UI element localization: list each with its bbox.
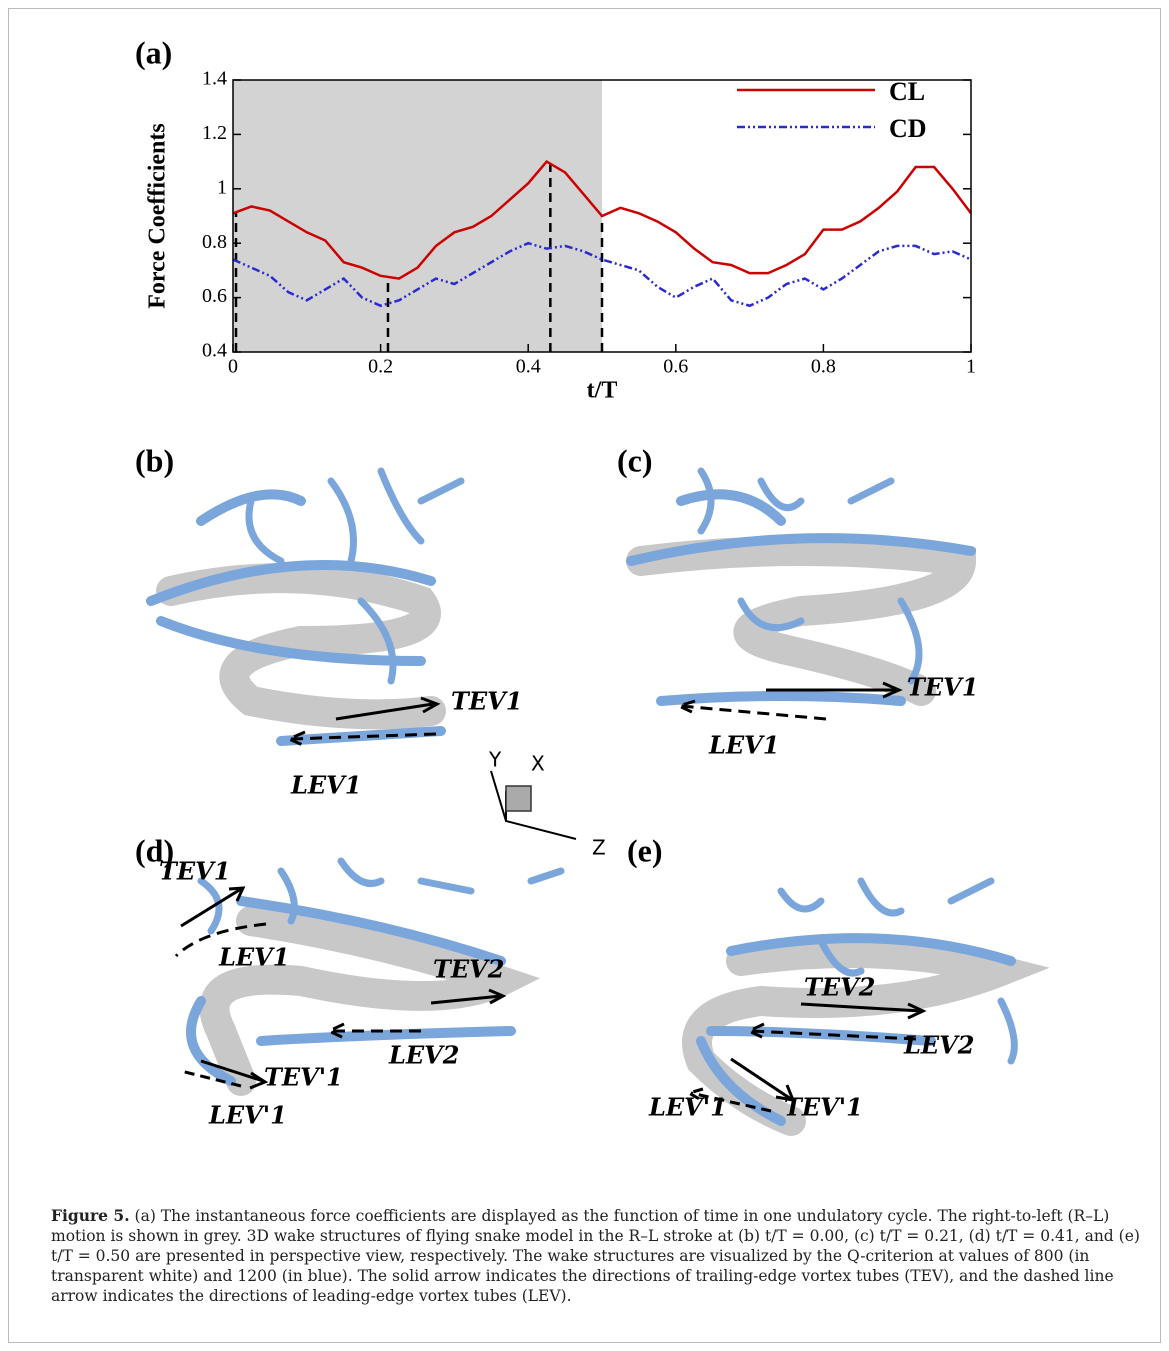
caption-label: Figure 5. [51, 1206, 130, 1225]
figure: (b) (c) (d) (e) TEV1 LEV1 TEV1 LEV1 TEV1… [8, 8, 1161, 1343]
y-tick-label: 0.6 [202, 285, 227, 307]
x-tick-label: 0.4 [516, 356, 541, 378]
annotation: LEV'1 [208, 1101, 287, 1130]
annotation: TEV1 [451, 687, 522, 716]
x-tick-label: 1 [966, 356, 976, 378]
arrows [174, 681, 927, 1113]
x-tick-label: 0.8 [811, 356, 836, 378]
panel-label: (b) [135, 442, 174, 478]
panel-label: (a) [135, 34, 172, 70]
y-tick-label: 1.2 [202, 122, 227, 144]
legend-label: CL [889, 77, 925, 106]
annotation: LEV1 [290, 771, 362, 800]
annotation: TEV1 [159, 857, 230, 886]
x-tick-label: 0.6 [663, 356, 688, 378]
panel-b-illustration [146, 467, 465, 746]
annotation: LEV2 [388, 1041, 460, 1070]
x-axis-label: t/T [587, 378, 618, 404]
y-axis-label: Force Coefficients [145, 123, 171, 308]
annotation: TEV2 [804, 973, 875, 1002]
y-tick-label: 0.4 [202, 340, 227, 362]
panel-label: (e) [627, 832, 663, 868]
panel-label: (d) [135, 832, 174, 868]
annotation: TEV'1 [264, 1063, 343, 1092]
caption: Figure 5. (a) The instantaneous force co… [51, 1206, 1141, 1306]
series-line [232, 159, 972, 280]
y-tick-label: 0.8 [202, 231, 227, 253]
series-line [232, 241, 972, 308]
caption-text: (a) The instantaneous force coefficients… [51, 1207, 1140, 1305]
triad-label: X [531, 752, 545, 776]
annotation: TEV2 [433, 955, 504, 984]
plot-frame [232, 79, 972, 353]
legend-label: CD [889, 114, 927, 143]
annotation: LEV1 [708, 731, 780, 760]
shaded-region [233, 80, 602, 352]
x-tick-label: 0.2 [368, 356, 393, 378]
y-tick-label: 1 [217, 176, 227, 198]
x-tick-label: 0 [228, 356, 238, 378]
annotation: LEV'1 [648, 1093, 727, 1122]
annotation: LEV2 [903, 1031, 975, 1060]
panel-c-illustration [626, 467, 977, 706]
triad-label: Z [592, 836, 606, 860]
triad-label: Y [488, 748, 502, 772]
annotation: LEV1 [218, 943, 290, 972]
panel-d-illustration [186, 857, 565, 1096]
panel-label: (c) [617, 442, 653, 478]
annotation: TEV1 [907, 673, 978, 702]
y-tick-label: 1.4 [202, 68, 227, 90]
figure-graphics: (b) (c) (d) (e) TEV1 LEV1 TEV1 LEV1 TEV1… [135, 34, 1050, 1136]
annotation: TEV'1 [784, 1093, 863, 1122]
